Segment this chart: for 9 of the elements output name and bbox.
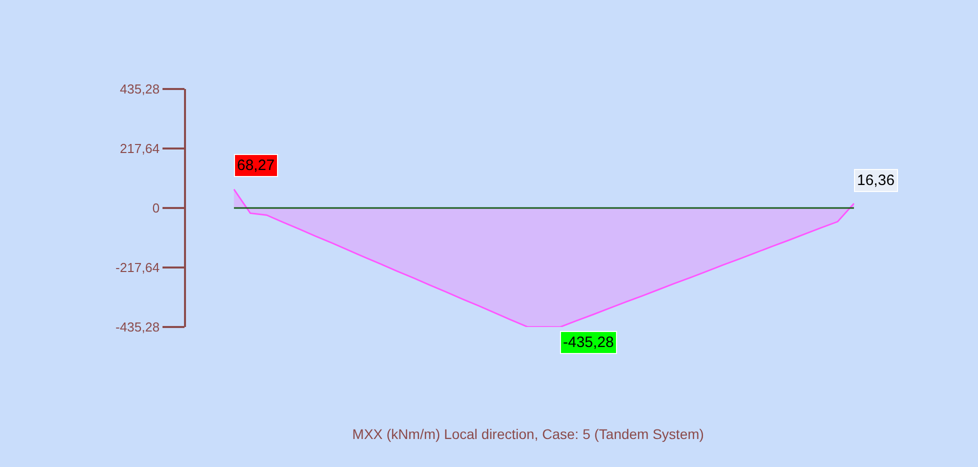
y-tick-label: -217,64: [116, 260, 160, 276]
y-tick-label: 435,28: [120, 82, 160, 97]
data-label: -435,28: [563, 334, 614, 351]
data-label: 16,36: [857, 172, 895, 189]
y-tick-label: 217,64: [120, 141, 160, 156]
text: MXX (kNm/m) Local direction, Case: 5 (Tandem System): [352, 426, 704, 442]
y-tick-label: 0: [152, 200, 160, 216]
y-tick-label: -435,28: [116, 320, 160, 335]
data-label: 68,27: [237, 157, 275, 174]
